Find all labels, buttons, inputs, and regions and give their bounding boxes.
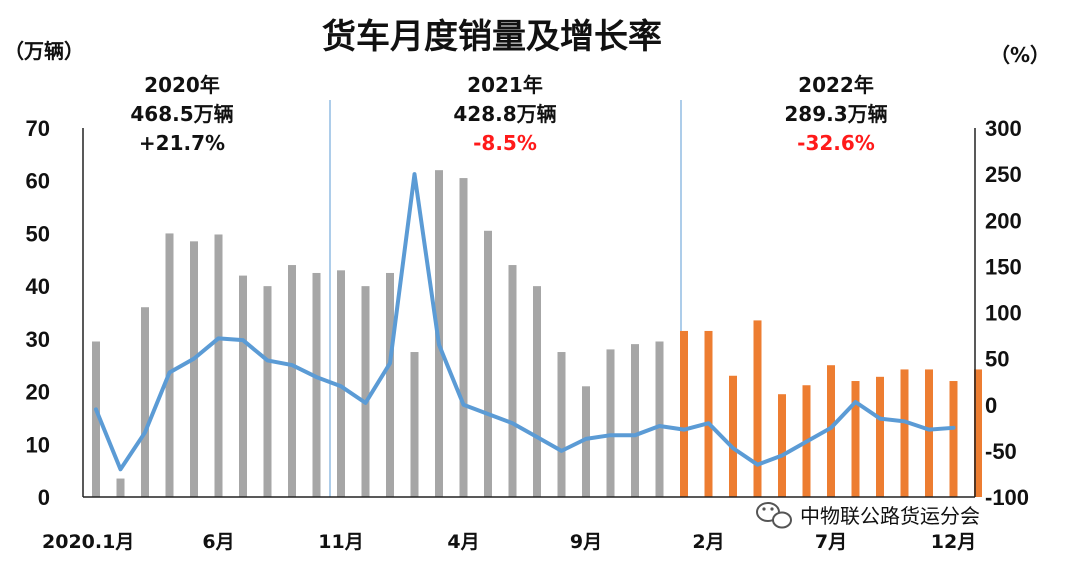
right-axis-tick-label: 200 <box>985 208 1022 233</box>
bar <box>876 376 884 497</box>
source-watermark: 中物联公路货运分会 <box>756 502 980 529</box>
annotation-2022: 2022年 289.3万辆 -32.6% <box>784 73 887 155</box>
annotation-growth: -8.5% <box>473 131 537 155</box>
annotation-total: 468.5万辆 <box>130 102 233 126</box>
bar <box>778 394 786 497</box>
bar <box>704 330 713 497</box>
left-axis-tick-label: 20 <box>26 380 50 405</box>
bar-series <box>92 170 982 498</box>
x-axis-tick-label: 4月 <box>447 531 479 553</box>
plot-area <box>329 100 682 497</box>
right-axis-tick-label: 0 <box>985 393 997 418</box>
annotation-growth: +21.7% <box>139 131 225 155</box>
growth-rate-line <box>94 172 956 472</box>
bar <box>386 272 394 497</box>
bar <box>949 381 958 497</box>
bar <box>190 241 198 497</box>
bar <box>214 234 223 498</box>
axes: 0 10 20 30 40 50 60 70 -100 -50 0 50 100 150 200 250 300… <box>26 116 1030 553</box>
bar <box>974 369 982 497</box>
x-axis-tick-label: 6月 <box>202 531 234 553</box>
x-axis-tick-label: 9月 <box>570 531 602 553</box>
bar <box>533 286 541 497</box>
annotation-2021: 2021年 428.8万辆 -8.5% <box>453 73 556 155</box>
bar <box>925 369 933 497</box>
x-axis-tick-label: 2020.1月 <box>42 531 134 553</box>
bar <box>582 386 590 497</box>
bar <box>410 352 419 497</box>
left-axis-tick-label: 40 <box>26 274 50 299</box>
chart-title: 货车月度销量及增长率 <box>322 17 662 57</box>
bar <box>827 365 835 497</box>
growth-line-series <box>94 172 956 472</box>
bar <box>729 375 737 497</box>
left-axis-tick-label: 10 <box>26 432 50 457</box>
bar <box>900 369 909 497</box>
bar <box>165 233 174 497</box>
annotation-2020: 2020年 468.5万辆 +21.7% <box>130 73 233 155</box>
bar <box>631 344 639 497</box>
x-axis-tick-label: 12月 <box>931 531 976 553</box>
right-axis-tick-label: 250 <box>985 162 1022 187</box>
left-axis-tick-label: 50 <box>26 221 50 246</box>
bar <box>655 341 664 497</box>
bar <box>92 341 100 497</box>
annotation-total: 289.3万辆 <box>784 102 887 126</box>
bar <box>606 349 615 497</box>
bar <box>116 478 125 497</box>
bar <box>680 330 688 497</box>
right-axis-tick-label: 100 <box>985 301 1022 326</box>
annotation-year: 2021年 <box>467 73 543 97</box>
left-axis-tick-label: 60 <box>26 169 50 194</box>
annotation-year: 2020年 <box>144 73 220 97</box>
bar <box>753 320 762 497</box>
right-axis-tick-label: -50 <box>985 439 1017 464</box>
wechat-icon <box>756 502 792 529</box>
annotation-total: 428.8万辆 <box>453 102 556 126</box>
right-axis-tick-label: 150 <box>985 254 1022 279</box>
right-axis-unit: （%） <box>990 43 1050 67</box>
x-axis-tick-label: 2月 <box>692 531 724 553</box>
bar <box>361 286 370 497</box>
left-axis-unit: （万辆） <box>4 39 84 63</box>
bar <box>312 272 321 497</box>
watermark-text: 中物联公路货运分会 <box>800 504 980 528</box>
bar <box>459 178 468 498</box>
right-axis-tick-label: -100 <box>985 485 1029 510</box>
bar <box>557 352 566 497</box>
right-axis-tick-label: 300 <box>985 116 1022 141</box>
bar <box>851 381 860 497</box>
bar <box>288 265 296 497</box>
x-axis-tick-label: 11月 <box>318 531 363 553</box>
left-axis-tick-label: 30 <box>26 327 50 352</box>
left-axis-tick-label: 0 <box>38 485 50 510</box>
bar <box>141 307 149 497</box>
bar <box>239 275 247 497</box>
bar <box>337 270 345 497</box>
annotation-year: 2022年 <box>798 73 874 97</box>
bar <box>263 286 272 497</box>
right-axis-tick-label: 50 <box>985 347 1009 372</box>
bar <box>484 230 492 498</box>
bar <box>508 265 517 497</box>
x-axis-tick-label: 7月 <box>815 531 847 553</box>
left-axis-tick-label: 70 <box>26 116 50 141</box>
annotation-growth: -32.6% <box>797 131 875 155</box>
